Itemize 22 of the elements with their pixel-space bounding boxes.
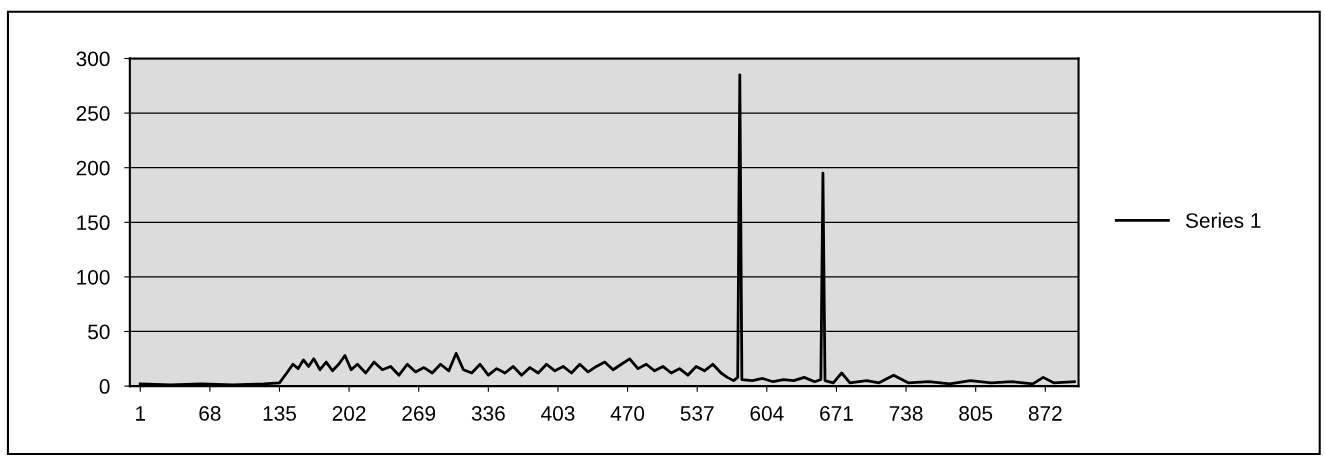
x-tick-label: 537: [680, 406, 714, 421]
x-tick-label: 135: [263, 406, 296, 421]
x-tick-label: 671: [820, 406, 853, 421]
x-tick-label: 604: [750, 406, 784, 421]
x-tick-label: 872: [1028, 406, 1062, 421]
x-tick-label: 202: [332, 406, 366, 421]
x-tick-label: 805: [959, 406, 993, 421]
x-tick-label: 269: [402, 406, 436, 421]
x-tick-label: 738: [889, 406, 923, 421]
x-tick-label: 68: [199, 406, 221, 421]
y-tick-label: 50: [88, 324, 110, 340]
y-tick-label: 150: [77, 215, 110, 231]
y-tick-label: 0: [99, 379, 110, 394]
x-tick-label: 403: [541, 406, 575, 421]
x-tick-label: 336: [471, 406, 505, 421]
x-tick-label: 1: [136, 406, 146, 421]
y-tick-label: 200: [76, 160, 110, 176]
x-tick-label: 470: [610, 406, 645, 421]
y-tick-label: 300: [76, 51, 110, 67]
legend-label: Series 1: [1185, 212, 1261, 228]
y-tick-label: 100: [77, 269, 110, 285]
y-tick-label: 250: [76, 106, 110, 121]
